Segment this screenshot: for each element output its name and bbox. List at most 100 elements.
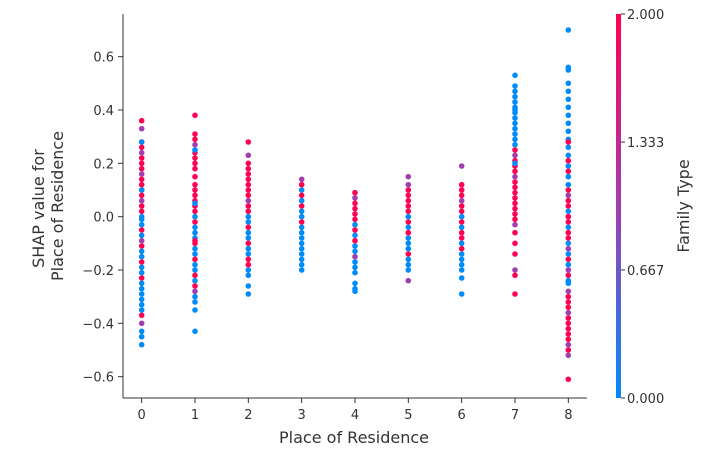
data-point bbox=[245, 152, 252, 159]
data-point bbox=[298, 176, 305, 183]
data-point bbox=[512, 229, 518, 236]
data-point bbox=[245, 203, 252, 209]
data-point bbox=[192, 277, 198, 284]
data-point bbox=[245, 219, 252, 225]
data-point bbox=[138, 165, 145, 172]
data-point bbox=[192, 245, 198, 252]
data-point bbox=[245, 139, 252, 145]
data-point bbox=[565, 104, 572, 111]
data-point bbox=[458, 219, 465, 225]
data-point bbox=[512, 189, 518, 196]
data-point bbox=[352, 216, 358, 223]
data-point bbox=[512, 107, 518, 113]
colorbar-ticks: 0.000 0.667 1.333 2.000 bbox=[621, 8, 664, 407]
data-point bbox=[512, 251, 518, 257]
data-point bbox=[405, 267, 412, 273]
data-point bbox=[138, 285, 145, 292]
data-point bbox=[192, 147, 198, 153]
data-point bbox=[192, 181, 198, 188]
data-point bbox=[192, 293, 198, 300]
data-point bbox=[458, 213, 465, 220]
y-tick-label: 0.6 bbox=[93, 51, 114, 66]
data-point bbox=[298, 213, 305, 220]
data-point bbox=[565, 173, 572, 180]
data-point bbox=[138, 149, 145, 156]
data-point bbox=[565, 293, 572, 300]
data-point bbox=[245, 272, 252, 279]
data-point bbox=[565, 315, 572, 321]
data-point bbox=[512, 195, 518, 201]
data-point bbox=[512, 291, 518, 297]
data-point bbox=[565, 299, 572, 305]
data-point bbox=[192, 328, 198, 335]
data-point bbox=[245, 171, 252, 177]
data-point bbox=[565, 251, 572, 257]
data-point bbox=[458, 187, 465, 193]
data-point bbox=[565, 67, 572, 73]
data-point bbox=[245, 192, 252, 199]
data-point bbox=[138, 176, 145, 183]
data-point bbox=[565, 352, 572, 359]
data-point bbox=[458, 267, 465, 273]
data-point bbox=[458, 181, 465, 188]
data-point bbox=[245, 197, 252, 204]
data-point bbox=[245, 251, 252, 257]
y-axis-title-line-2: Place of Residence bbox=[48, 131, 67, 281]
data-point bbox=[138, 312, 145, 319]
data-point bbox=[565, 80, 572, 87]
data-point bbox=[138, 203, 145, 209]
data-point bbox=[512, 179, 518, 185]
data-point bbox=[138, 269, 145, 276]
data-point bbox=[138, 307, 145, 313]
data-point bbox=[458, 192, 465, 199]
data-point bbox=[245, 240, 252, 247]
data-point bbox=[192, 200, 198, 207]
data-point bbox=[512, 173, 518, 180]
data-point bbox=[565, 213, 572, 220]
data-point bbox=[138, 253, 145, 260]
data-point bbox=[192, 187, 198, 193]
data-point bbox=[512, 240, 518, 247]
data-point bbox=[405, 240, 412, 247]
data-point bbox=[405, 251, 412, 257]
data-point bbox=[352, 237, 358, 244]
x-tick-label: 6 bbox=[458, 408, 466, 423]
data-point bbox=[192, 288, 198, 295]
x-axis-ticks: 0 1 2 3 4 5 6 7 8 bbox=[138, 398, 572, 423]
data-point bbox=[138, 171, 145, 177]
y-tick-label: −0.2 bbox=[82, 264, 114, 279]
x-tick-label: 5 bbox=[404, 408, 412, 423]
data-point bbox=[458, 256, 465, 263]
data-point bbox=[138, 221, 145, 228]
data-point bbox=[352, 243, 358, 249]
data-point bbox=[192, 192, 198, 199]
data-point bbox=[512, 99, 518, 105]
data-point bbox=[138, 117, 145, 124]
data-point bbox=[565, 88, 572, 95]
data-point bbox=[245, 176, 252, 183]
data-point bbox=[192, 256, 198, 263]
data-point bbox=[405, 181, 412, 188]
data-point bbox=[565, 341, 572, 348]
data-point bbox=[192, 237, 198, 244]
data-point bbox=[565, 277, 572, 284]
data-point bbox=[458, 203, 465, 209]
data-point bbox=[565, 235, 572, 241]
data-point bbox=[138, 301, 145, 308]
data-point bbox=[192, 229, 198, 236]
data-point bbox=[565, 163, 572, 169]
data-point bbox=[352, 221, 358, 228]
data-point bbox=[458, 291, 465, 297]
data-point bbox=[138, 227, 145, 233]
data-point bbox=[138, 280, 145, 287]
y-axis-title: SHAP value for Place of Residence bbox=[29, 131, 67, 281]
x-tick-label: 7 bbox=[511, 408, 519, 423]
data-point bbox=[565, 325, 572, 332]
data-point bbox=[458, 245, 465, 252]
data-point bbox=[298, 219, 305, 225]
data-point bbox=[565, 152, 572, 159]
data-point bbox=[512, 205, 518, 212]
data-point bbox=[138, 291, 145, 297]
data-point bbox=[138, 181, 145, 188]
